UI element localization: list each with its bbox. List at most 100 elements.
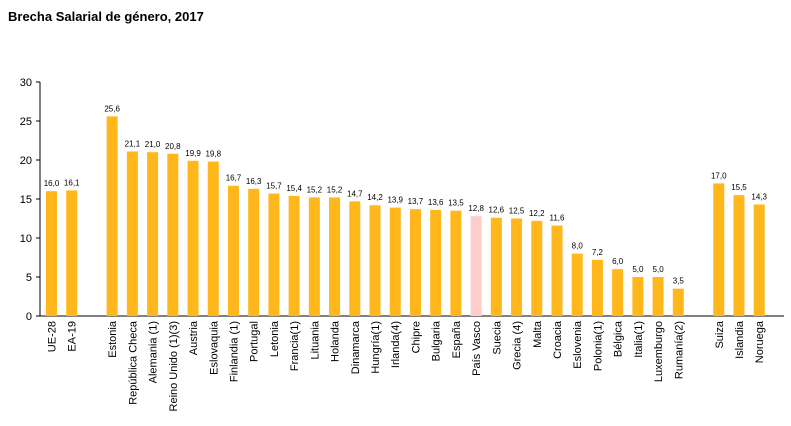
data-label: 21,1: [125, 139, 141, 148]
data-label: 20,8: [165, 142, 181, 151]
bar: [126, 151, 138, 316]
data-label: 5,0: [632, 265, 644, 274]
x-tick-label: Suecia: [491, 320, 503, 355]
data-label: 15,5: [731, 183, 747, 192]
data-label: 12,2: [529, 209, 545, 218]
x-tick-label: Lituania: [309, 320, 321, 359]
bar: [46, 191, 57, 316]
y-tick-label: 30: [20, 77, 32, 89]
data-label: 12,6: [489, 206, 505, 215]
x-tick-label: Eslovaquia: [208, 320, 220, 375]
bar: [612, 269, 624, 316]
x-tick-label: Rumanía(2): [673, 321, 685, 379]
data-label: 11,6: [550, 214, 566, 223]
bar: [531, 220, 543, 316]
bar: [288, 195, 300, 316]
data-label: 13,7: [408, 197, 424, 206]
x-tick-label: Finlandia (1): [228, 321, 240, 382]
bar: [147, 152, 159, 316]
x-tick-label: República Checa: [127, 320, 139, 405]
chart-title: Brecha Salarial de género, 2017: [8, 9, 204, 24]
x-tick-label: Reino Unido (1)(3): [168, 321, 180, 411]
x-tick-label: Holanda: [330, 320, 342, 362]
bar: [369, 205, 381, 316]
data-label: 13,5: [448, 199, 464, 208]
data-label: 16,7: [226, 174, 242, 183]
x-tick-label: Noruega: [754, 320, 766, 363]
bar: [268, 193, 280, 316]
data-label: 16,1: [64, 178, 80, 187]
bar: [470, 216, 482, 316]
bar: [511, 218, 523, 316]
x-tick-label: País Vasco: [471, 321, 483, 376]
data-label: 16,3: [246, 177, 262, 186]
y-tick-label: 15: [20, 194, 32, 206]
bar: [227, 185, 239, 316]
x-tick-label: Irlanda(4): [390, 321, 402, 368]
x-tick-label: Italia(1): [633, 321, 645, 358]
bar: [207, 161, 219, 316]
bar: [409, 209, 421, 316]
bar: [187, 160, 199, 316]
data-label: 14,3: [751, 192, 767, 201]
x-tick-label: Luxemburgo: [653, 321, 665, 382]
x-tick-label: EA-19: [67, 321, 79, 352]
x-tick-label: Austria: [188, 320, 200, 355]
x-tick-label: Grecia (4): [512, 321, 524, 370]
x-tick-label: Dinamarca: [350, 320, 362, 374]
x-tick-label: Malta: [532, 320, 544, 348]
data-label: 12,5: [509, 207, 525, 216]
data-label: 8,0: [572, 242, 584, 251]
bar: [349, 201, 361, 316]
data-label: 5,0: [653, 265, 665, 274]
data-label: 13,6: [428, 198, 444, 207]
bar: [591, 259, 603, 316]
x-tick-label: Polonia(1): [592, 321, 604, 371]
data-label: 19,9: [185, 149, 201, 158]
data-label: 14,7: [347, 189, 363, 198]
bar: [571, 253, 583, 316]
bar: [713, 183, 725, 316]
data-label: 3,5: [673, 277, 685, 286]
x-tick-label: Francia(1): [289, 321, 301, 371]
x-tick-label: Bulgaria: [431, 320, 443, 361]
bar: [490, 217, 502, 316]
bar: [753, 204, 765, 316]
data-label: 15,2: [307, 185, 323, 194]
data-label: 6,0: [612, 257, 624, 266]
bar: [551, 225, 563, 316]
data-label: 19,8: [205, 150, 221, 159]
x-tick-label: Croacia: [552, 320, 564, 359]
y-tick-label: 20: [20, 155, 32, 167]
data-label: 7,2: [592, 248, 604, 257]
data-label: 14,2: [367, 193, 383, 202]
x-tick-label: España: [451, 320, 463, 358]
data-label: 21,0: [145, 140, 161, 149]
data-label: 15,4: [286, 184, 302, 193]
x-tick-label: Estonia: [107, 320, 119, 358]
bar: [248, 188, 260, 316]
bar: [672, 288, 684, 316]
bar: [632, 277, 644, 316]
data-label: 25,6: [104, 104, 120, 113]
x-tick-label: Suiza: [714, 320, 726, 348]
bar: [66, 190, 78, 316]
y-tick-label: 0: [26, 311, 32, 323]
data-label: 16,0: [44, 179, 60, 188]
x-tick-label: Letonia: [269, 320, 281, 357]
x-tick-label: Eslovenia: [572, 320, 584, 369]
data-label: 15,7: [266, 182, 282, 191]
bar: [733, 195, 745, 316]
y-tick-label: 5: [26, 272, 32, 284]
bar: [652, 277, 664, 316]
data-label: 17,0: [711, 171, 727, 180]
bar: [329, 197, 341, 316]
bar: [167, 153, 179, 316]
data-label: 12,8: [468, 204, 484, 213]
data-label: 15,2: [327, 185, 343, 194]
data-label: 13,9: [387, 196, 403, 205]
y-tick-label: 25: [20, 116, 32, 128]
y-tick-label: 10: [20, 233, 32, 245]
x-tick-label: Alemania (1): [148, 321, 160, 383]
